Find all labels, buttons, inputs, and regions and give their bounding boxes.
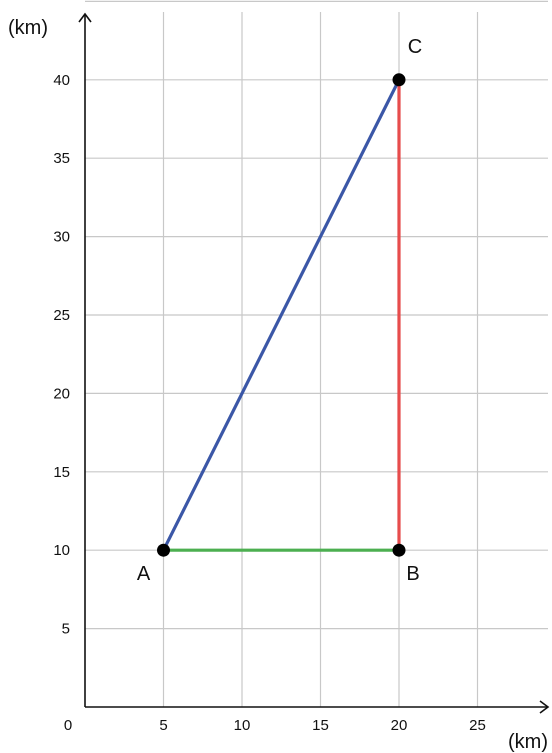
y-axis-label: (km) bbox=[8, 17, 48, 39]
grid bbox=[85, 0, 548, 707]
x-tick-label: 15 bbox=[312, 717, 329, 734]
tick-labels: 0 5 10 15 20 25 5 10 15 20 25 30 35 40 bbox=[53, 72, 486, 734]
y-tick-label: 35 bbox=[53, 150, 70, 167]
point-a bbox=[157, 543, 170, 557]
x-axis-label: (km) bbox=[508, 731, 548, 753]
segments bbox=[161, 78, 401, 552]
y-axis-arrow-icon bbox=[78, 12, 92, 23]
x-tick-label: 5 bbox=[159, 717, 167, 734]
y-tick-label: 30 bbox=[53, 229, 70, 246]
origin-label: 0 bbox=[64, 717, 72, 734]
y-tick-label: 10 bbox=[53, 542, 70, 559]
x-axis-arrow-icon bbox=[539, 700, 550, 714]
x-tick-label: 25 bbox=[469, 717, 486, 734]
point-c bbox=[392, 73, 406, 87]
segment-ac bbox=[161, 78, 401, 552]
points: A B C bbox=[137, 36, 422, 585]
axes bbox=[78, 12, 550, 714]
point-label-a: A bbox=[137, 563, 151, 585]
y-tick-label: 25 bbox=[53, 307, 70, 324]
y-tick-label: 5 bbox=[62, 621, 70, 638]
y-tick-label: 40 bbox=[53, 72, 70, 89]
x-tick-label: 20 bbox=[391, 717, 408, 734]
point-label-b: B bbox=[406, 563, 419, 585]
y-tick-label: 20 bbox=[53, 385, 70, 402]
x-tick-label: 10 bbox=[234, 717, 251, 734]
y-tick-label: 15 bbox=[53, 464, 70, 481]
point-label-c: C bbox=[408, 36, 422, 58]
point-b bbox=[392, 543, 406, 557]
